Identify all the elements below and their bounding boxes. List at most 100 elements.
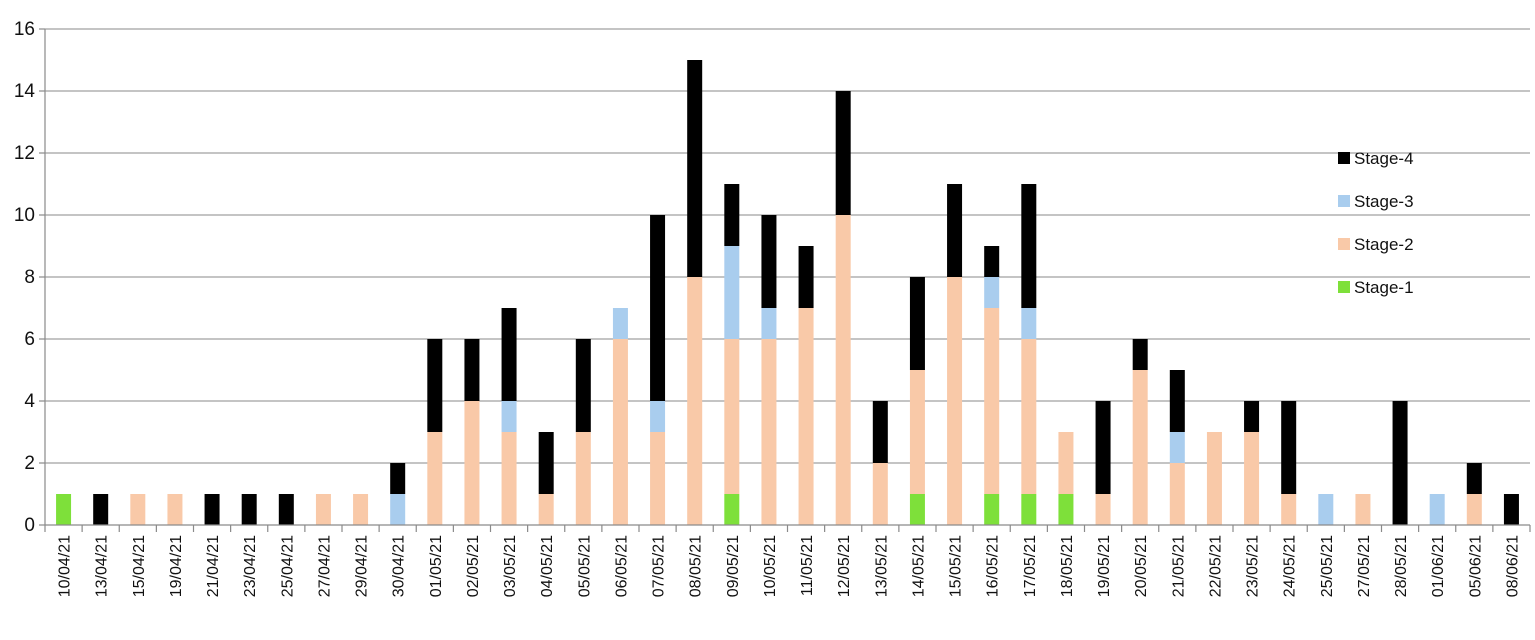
bar-segment-stage-4 bbox=[390, 463, 406, 494]
x-tick-label: 22/05/21 bbox=[1207, 535, 1224, 597]
legend: Stage-4 Stage-3 Stage-2 Stage-1 bbox=[1338, 149, 1414, 297]
bar-segment-stage-2 bbox=[984, 308, 1000, 494]
legend-label-stage-1: Stage-1 bbox=[1354, 278, 1414, 297]
legend-label-stage-2: Stage-2 bbox=[1354, 235, 1414, 254]
bar-segment-stage-2 bbox=[835, 215, 851, 525]
bar-segment-stage-4 bbox=[1281, 401, 1297, 494]
bar-segment-stage-1 bbox=[56, 494, 72, 525]
bar-segment-stage-2 bbox=[798, 308, 814, 525]
bar-segment-stage-2 bbox=[909, 370, 925, 494]
axes bbox=[39, 28, 1531, 532]
x-tick-label: 04/05/21 bbox=[539, 535, 556, 597]
x-tick-label: 17/05/21 bbox=[1022, 535, 1039, 597]
bar-segment-stage-2 bbox=[1244, 432, 1260, 525]
bar-segment-stage-3 bbox=[390, 494, 406, 525]
bar-segment-stage-4 bbox=[427, 339, 443, 432]
y-tick-label: 4 bbox=[24, 391, 35, 412]
x-tick-label: 27/04/21 bbox=[316, 535, 333, 597]
bar-segment-stage-2 bbox=[1021, 339, 1037, 494]
x-tick-label: 25/05/21 bbox=[1319, 535, 1336, 597]
bar-segment-stage-3 bbox=[612, 308, 628, 339]
bar-segment-stage-4 bbox=[575, 339, 591, 432]
bar-segment-stage-2 bbox=[1058, 432, 1074, 494]
bar-segment-stage-2 bbox=[1206, 432, 1222, 525]
x-tick-label: 03/05/21 bbox=[502, 535, 519, 597]
bar-segment-stage-1 bbox=[984, 494, 1000, 525]
bar-segment-stage-4 bbox=[93, 494, 109, 525]
x-tick-label: 09/05/21 bbox=[725, 535, 742, 597]
bar-segment-stage-2 bbox=[761, 339, 777, 525]
bar-segment-stage-4 bbox=[1244, 401, 1260, 432]
bar-segment-stage-1 bbox=[724, 494, 740, 525]
bar-segment-stage-1 bbox=[1021, 494, 1037, 525]
x-tick-label: 14/05/21 bbox=[910, 535, 927, 597]
x-tick-label: 10/05/21 bbox=[762, 535, 779, 597]
bar-segment-stage-2 bbox=[612, 339, 628, 525]
bar-segment-stage-3 bbox=[501, 401, 517, 432]
x-tick-label: 29/04/21 bbox=[354, 535, 371, 597]
bar-segment-stage-2 bbox=[724, 339, 740, 494]
legend-swatch-stage-2 bbox=[1338, 238, 1350, 250]
bar-segment-stage-4 bbox=[204, 494, 220, 525]
y-tick-label: 16 bbox=[14, 19, 35, 40]
x-tick-labels: 10/04/21 13/04/21 15/04/21 19/04/21 21/04/21… bbox=[57, 535, 1522, 597]
y-tick-label: 0 bbox=[24, 515, 35, 536]
y-tick-label: 2 bbox=[24, 453, 35, 474]
y-tick-labels: 0 2 4 6 8 10 12 14 16 bbox=[14, 19, 36, 536]
x-tick-label: 07/05/21 bbox=[651, 535, 668, 597]
x-tick-label: 11/05/21 bbox=[799, 535, 816, 596]
x-tick-label: 13/05/21 bbox=[873, 535, 890, 597]
bar-segment-stage-2 bbox=[167, 494, 183, 525]
y-tick-label: 12 bbox=[14, 143, 35, 164]
x-tick-label: 16/05/21 bbox=[985, 535, 1002, 597]
bar-segment-stage-3 bbox=[724, 246, 740, 339]
x-tick-label: 27/05/21 bbox=[1356, 535, 1373, 597]
legend-swatch-stage-3 bbox=[1338, 195, 1350, 207]
bar-segment-stage-2 bbox=[1095, 494, 1111, 525]
bar-segment-stage-4 bbox=[1169, 370, 1185, 432]
x-tick-label: 01/05/21 bbox=[428, 535, 445, 597]
x-tick-label: 24/05/21 bbox=[1282, 535, 1299, 597]
x-tick-label: 20/05/21 bbox=[1133, 535, 1150, 597]
bar-segment-stage-2 bbox=[1466, 494, 1482, 525]
x-tick-label: 05/05/21 bbox=[576, 535, 593, 597]
bar-segment-stage-4 bbox=[984, 246, 1000, 277]
y-tick-label: 14 bbox=[14, 81, 36, 102]
x-tick-label: 12/05/21 bbox=[836, 535, 853, 597]
x-tick-label: 13/04/21 bbox=[94, 535, 111, 597]
bar-segment-stage-2 bbox=[947, 277, 963, 525]
bar-segment-stage-2 bbox=[353, 494, 369, 525]
x-tick-label: 30/04/21 bbox=[391, 535, 408, 597]
x-tick-label: 06/05/21 bbox=[613, 535, 630, 597]
x-tick-label: 10/04/21 bbox=[57, 535, 74, 597]
bar-segment-stage-4 bbox=[501, 308, 517, 401]
bar-segment-stage-2 bbox=[501, 432, 517, 525]
x-tick-label: 02/05/21 bbox=[465, 535, 482, 597]
x-tick-label: 21/04/21 bbox=[205, 535, 222, 597]
bar-segment-stage-2 bbox=[427, 432, 443, 525]
bar-segment-stage-2 bbox=[538, 494, 554, 525]
bar-segment-stage-3 bbox=[1021, 308, 1037, 339]
x-tick-label: 01/06/21 bbox=[1430, 535, 1447, 597]
bar-segment-stage-2 bbox=[130, 494, 146, 525]
bar-segment-stage-4 bbox=[1132, 339, 1148, 370]
bar-segment-stage-4 bbox=[464, 339, 480, 401]
x-tick-label: 18/05/21 bbox=[1059, 535, 1076, 597]
bar-segment-stage-4 bbox=[538, 432, 554, 494]
x-tick-label: 15/05/21 bbox=[948, 535, 965, 597]
x-tick-label: 23/05/21 bbox=[1245, 535, 1262, 597]
y-tick-label: 10 bbox=[14, 205, 35, 226]
bar-segment-stage-4 bbox=[909, 277, 925, 370]
bar-segment-stage-4 bbox=[1021, 184, 1037, 308]
x-tick-label: 19/04/21 bbox=[168, 535, 185, 597]
bar-segment-stage-2 bbox=[650, 432, 666, 525]
legend-swatch-stage-4 bbox=[1338, 152, 1350, 164]
bar-segment-stage-3 bbox=[984, 277, 1000, 308]
bar-segment-stage-4 bbox=[835, 91, 851, 215]
bar-segment-stage-4 bbox=[241, 494, 257, 525]
x-tick-label: 25/04/21 bbox=[279, 535, 296, 597]
bar-segment-stage-4 bbox=[1392, 401, 1408, 525]
bar-segment-stage-4 bbox=[687, 60, 703, 277]
bar-segment-stage-1 bbox=[909, 494, 925, 525]
bar-segment-stage-3 bbox=[1429, 494, 1445, 525]
